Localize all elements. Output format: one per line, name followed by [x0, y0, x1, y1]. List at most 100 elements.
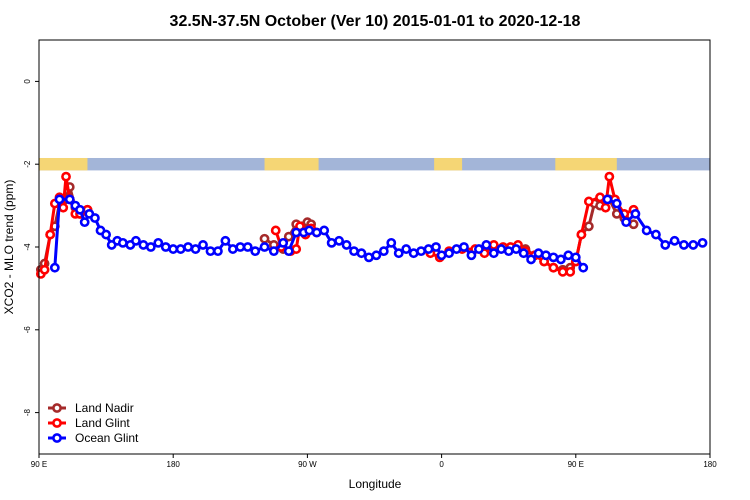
ocean-strip	[39, 157, 710, 171]
data-point	[444, 248, 454, 259]
legend-label: Ocean Glint	[75, 431, 139, 445]
data-point	[481, 240, 492, 250]
y-tick-label: -2	[23, 160, 32, 168]
legend-entry: Land Nadir	[48, 401, 134, 415]
data-point	[651, 229, 661, 240]
data-point	[319, 225, 330, 236]
y-tick-label: -6	[23, 326, 32, 334]
data-point	[578, 262, 589, 273]
data-point	[466, 250, 477, 261]
data-point	[548, 252, 559, 263]
data-point	[459, 242, 469, 252]
data-point	[45, 229, 56, 240]
data-point	[669, 235, 680, 246]
data-point	[555, 254, 566, 265]
series-ocean-glint	[49, 194, 708, 273]
data-point	[58, 202, 69, 213]
data-point	[503, 246, 514, 257]
x-tick-label: 180	[167, 460, 181, 469]
data-point	[496, 244, 507, 254]
data-point	[54, 194, 65, 205]
data-point	[378, 246, 389, 257]
legend-marker	[52, 403, 62, 413]
data-point	[451, 244, 462, 254]
data-point	[75, 204, 85, 215]
series-line	[39, 175, 89, 275]
y-tick-label: -8	[23, 408, 32, 416]
data-point	[431, 242, 441, 252]
data-point	[570, 252, 581, 263]
series-layer	[35, 171, 708, 279]
legend-label: Land Nadir	[75, 401, 134, 415]
data-point	[697, 237, 708, 248]
data-point	[138, 240, 149, 250]
data-point	[364, 252, 374, 263]
data-point	[131, 235, 141, 246]
data-point	[408, 248, 419, 259]
data-point	[268, 246, 279, 257]
data-point	[145, 242, 156, 252]
data-point	[583, 221, 594, 232]
data-point	[250, 246, 261, 257]
data-point	[205, 246, 216, 257]
y-tick-label: 0	[23, 79, 32, 84]
data-point	[311, 227, 322, 238]
data-point	[117, 237, 128, 248]
data-point	[190, 244, 201, 254]
data-point	[488, 240, 499, 250]
data-point	[278, 237, 289, 248]
data-point	[604, 171, 615, 182]
data-point	[227, 244, 238, 254]
data-point	[198, 240, 208, 250]
data-point	[235, 242, 246, 252]
x-tick-label: 0	[439, 460, 444, 469]
data-point	[213, 246, 223, 257]
x-tick-label: 180	[703, 460, 717, 469]
data-point	[220, 235, 231, 246]
data-point	[688, 240, 699, 250]
x-axis-label: Longitude	[349, 477, 402, 491]
legend-marker	[52, 433, 62, 443]
data-point	[621, 217, 632, 228]
data-point	[563, 250, 574, 261]
data-point	[401, 244, 412, 254]
data-point	[602, 194, 613, 205]
legend-entry: Land Glint	[48, 416, 130, 430]
data-point	[334, 235, 344, 246]
x-tick-label: 90 E	[568, 460, 584, 469]
data-point	[153, 237, 164, 248]
data-point	[259, 233, 270, 244]
data-point	[175, 244, 186, 254]
data-point	[565, 266, 576, 277]
data-point	[168, 244, 179, 254]
land-segment	[434, 157, 463, 171]
series-land-glint	[35, 171, 639, 279]
legend-marker	[52, 418, 62, 428]
data-point	[518, 248, 529, 259]
data-point	[583, 196, 594, 207]
data-point	[533, 248, 544, 259]
data-point	[61, 171, 71, 182]
data-point	[101, 229, 111, 240]
data-point	[595, 192, 605, 203]
data-point	[473, 244, 484, 254]
data-point	[511, 244, 522, 254]
data-point	[283, 231, 294, 242]
data-point	[600, 202, 611, 213]
data-point	[393, 248, 404, 259]
data-point	[160, 242, 171, 252]
land-segment	[39, 157, 88, 171]
y-tick-label: -4	[23, 243, 32, 251]
data-point	[349, 246, 359, 257]
data-point	[630, 208, 641, 219]
data-point	[416, 246, 426, 257]
data-point	[326, 237, 337, 248]
legend-label: Land Glint	[75, 416, 130, 430]
data-point	[541, 250, 551, 261]
data-point	[641, 225, 652, 236]
data-point	[488, 248, 499, 259]
legend-entry: Ocean Glint	[48, 431, 139, 445]
data-point	[39, 264, 50, 275]
